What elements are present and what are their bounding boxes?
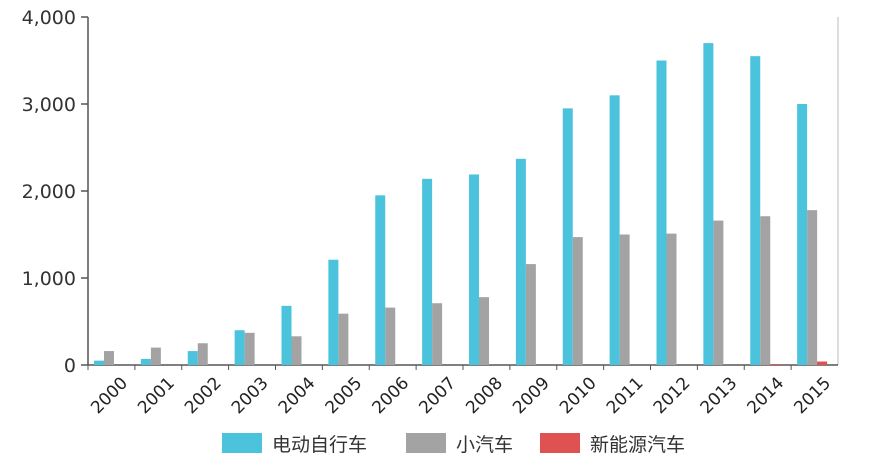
y-tick-label: 3,000: [22, 94, 76, 116]
bar-car-2004: [291, 336, 302, 365]
bar-ebike-2010: [562, 108, 573, 365]
bar-ebike-2011: [609, 95, 620, 366]
bar-ebike-2012: [656, 60, 667, 365]
bar-car-2001: [150, 347, 161, 365]
legend-swatch: [222, 433, 262, 453]
bar-ebike-2007: [422, 178, 433, 365]
bar-ebike-2003: [234, 330, 245, 365]
bar-ebike-2001: [140, 358, 151, 365]
bar-ebike-2008: [469, 174, 479, 365]
bar-car-2015: [807, 210, 818, 365]
bar-car-2006: [385, 307, 396, 365]
legend-label: 小汽车: [456, 434, 513, 456]
legend-swatch: [406, 433, 446, 453]
y-tick-label: 4,000: [22, 7, 76, 29]
legend-label: 电动自行车: [272, 434, 367, 456]
y-tick-label: 2,000: [22, 181, 76, 203]
bar-ebike-2006: [375, 195, 386, 365]
bar-car-2007: [432, 303, 443, 365]
bar-car-2000: [104, 351, 114, 365]
bar-ebike-2014: [750, 56, 761, 366]
bar-nev-2014: [770, 364, 781, 365]
bar-car-2008: [479, 297, 489, 365]
bar-car-2014: [760, 216, 771, 365]
y-tick-label: 1,000: [22, 268, 76, 290]
bar-car-2010: [572, 237, 583, 365]
y-axis-ticks: 0 1,000 2,000 3,000 4,000: [22, 7, 88, 377]
y-tick-label: 0: [64, 355, 76, 377]
bar-car-2002: [197, 343, 208, 365]
bar-car-2012: [666, 233, 677, 365]
bar-car-2003: [244, 332, 255, 365]
legend-swatch: [540, 433, 580, 453]
bar-ebike-2000: [94, 360, 104, 365]
bar-car-2013: [713, 220, 724, 365]
bar-car-2009: [525, 264, 536, 365]
bar-ebike-2005: [328, 259, 339, 365]
bar-ebike-2002: [187, 351, 198, 365]
bar-ebike-2013: [703, 43, 714, 365]
bar-ebike-2015: [797, 104, 808, 365]
legend-label: 新能源汽车: [590, 434, 685, 456]
bar-ebike-2004: [281, 305, 292, 365]
bars-group: [94, 43, 828, 366]
bar-nev-2015: [817, 361, 828, 365]
bar-car-2011: [619, 234, 630, 365]
bar-car-2005: [338, 313, 349, 365]
legend: 电动自行车 小汽车 新能源汽车: [222, 433, 685, 456]
bar-ebike-2009: [515, 158, 526, 365]
